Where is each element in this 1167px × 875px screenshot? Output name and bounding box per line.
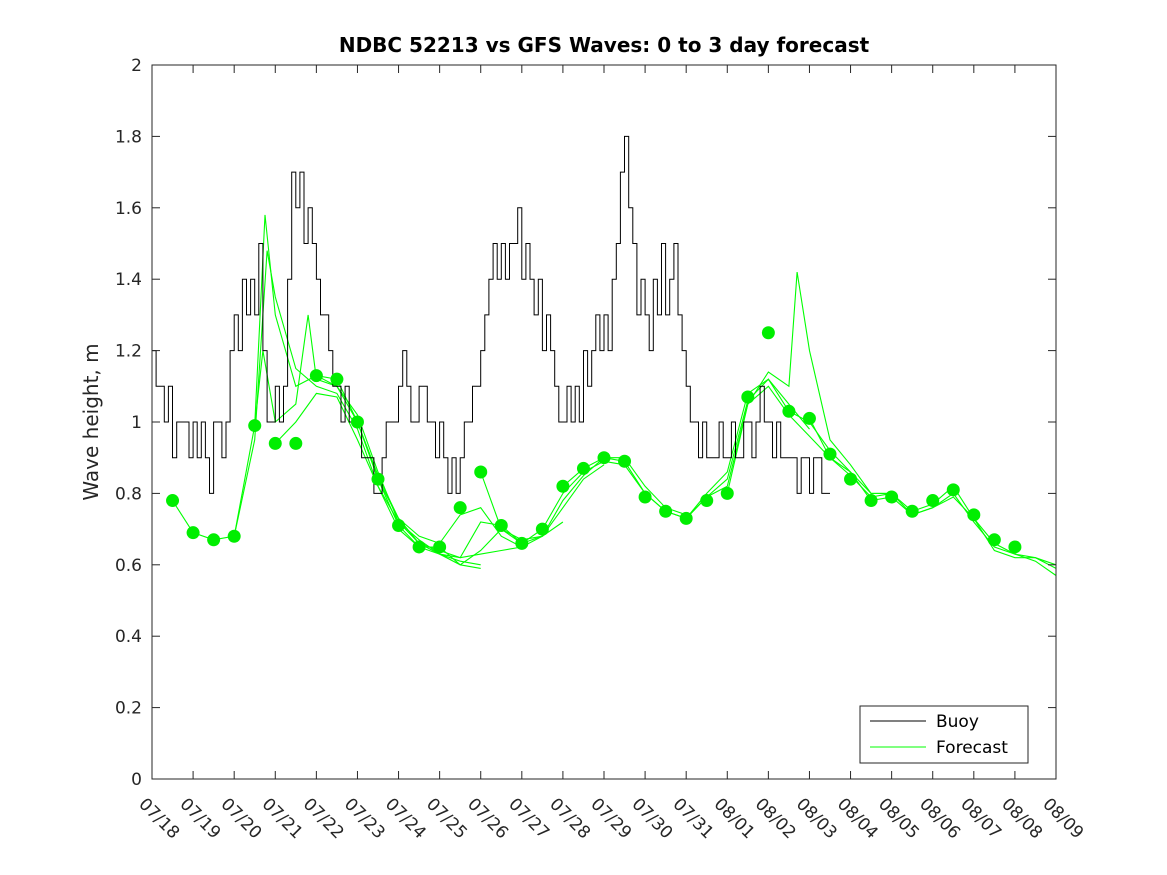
forecast-point [926,494,940,508]
forecast-run-line [809,418,1057,566]
y-tick-label: 0.8 [115,484,142,504]
forecast-point [186,526,200,540]
forecast-point [515,536,529,550]
forecast-point [535,522,549,536]
chart-title: NDBC 52213 vs GFS Waves: 0 to 3 day fore… [339,33,870,57]
forecast-point [802,411,816,425]
forecast-point [453,501,467,515]
forecast-run-line [274,392,564,566]
forecast-point [618,454,632,468]
legend-box [859,705,1029,764]
forecast-run-line [316,375,605,559]
forecast-point [350,415,364,429]
forecast-point [309,369,323,383]
forecast-point [597,451,611,465]
forecast-point [227,529,241,543]
forecast-point [987,533,1001,547]
forecast-point [248,419,262,433]
legend: Buoy Forecast [859,705,1029,764]
forecast-point [474,465,488,479]
y-tick-label: 1 [131,413,142,433]
forecast-point [659,504,673,518]
forecast-point [864,494,878,508]
forecast-point [905,504,919,518]
y-tick-label: 1.4 [115,270,142,290]
forecast-point [392,519,406,533]
y-tick-label: 1.8 [115,127,142,147]
forecast-point [330,372,344,386]
forecast-point [494,519,508,533]
y-tick-label: 0 [131,770,142,790]
y-tick-label: 1.2 [115,342,142,362]
buoy-line-group [152,135,830,494]
forecast-point [761,326,775,340]
y-axis: 0 0.2 0.4 0.6 0.8 1 1.2 1.4 1.6 1.8 2 [115,56,1056,790]
y-tick-label: 2 [131,56,142,76]
forecast-point [166,494,180,508]
y-tick-label: 0.6 [115,556,142,576]
forecast-point [741,390,755,404]
forecast-point [823,447,837,461]
forecast-point [576,461,590,475]
forecast-markers [166,326,1022,554]
forecast-point [433,540,447,554]
legend-buoy-label: Buoy [936,712,979,732]
forecast-point [289,436,303,450]
forecast-point [967,508,981,522]
forecast-point [679,511,693,525]
forecast-point [782,404,796,418]
forecast-point [371,472,385,486]
forecast-point [638,490,652,504]
forecast-point [556,479,570,493]
forecast-run-line [254,314,522,559]
forecast-point [946,483,960,497]
y-tick-label: 0.2 [115,699,142,719]
y-axis-label: Wave height, m [79,343,103,500]
forecast-point [700,494,714,508]
forecast-point [207,533,221,547]
buoy-line [152,135,830,494]
forecast-point [412,540,426,554]
forecast-point [720,486,734,500]
y-tick-label: 1.6 [115,199,142,219]
forecast-point [844,472,858,486]
forecast-point [1008,540,1022,554]
forecast-point [885,490,899,504]
y-tick-label: 0.4 [115,627,142,647]
legend-forecast-label: Forecast [936,738,1008,758]
forecast-point [268,436,282,450]
